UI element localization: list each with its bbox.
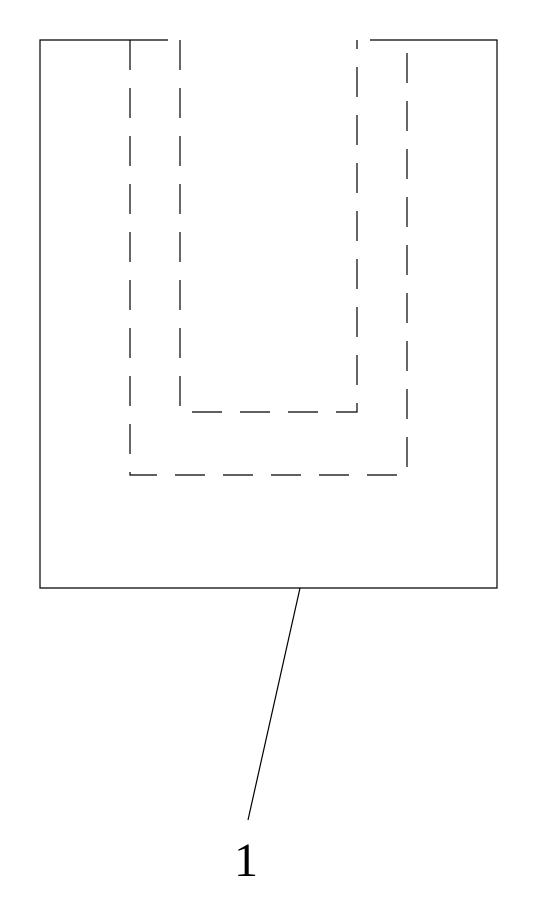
leader-line [248,588,300,820]
outer-solid-outline [40,40,497,588]
hidden-outer-rect [130,40,407,475]
hidden-inner-rect [180,40,357,412]
technical-drawing: 1 [0,0,537,901]
part-label-1: 1 [234,834,258,887]
